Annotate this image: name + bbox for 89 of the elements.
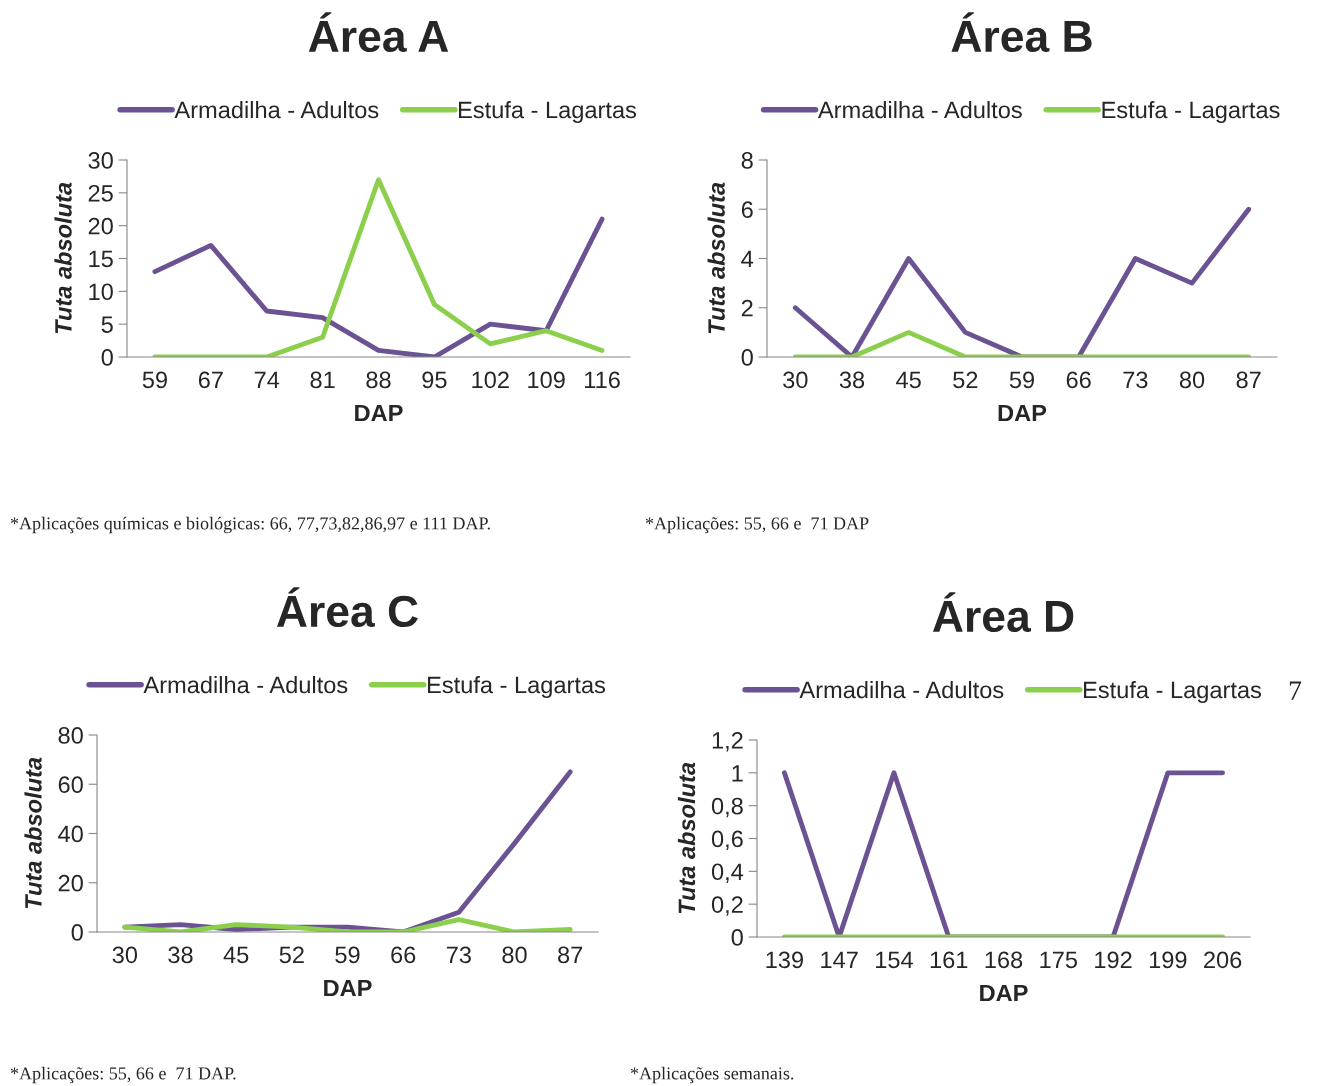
x-tick-label: 80	[502, 946, 527, 964]
chart-title: Área D	[932, 592, 1074, 633]
x-axis-title: DAP	[998, 404, 1047, 422]
legend-label: Estufa - Lagartas	[428, 676, 606, 698]
y-tick-label: 4	[741, 250, 754, 268]
y-tick-label: 8	[741, 152, 753, 169]
x-tick-label: 52	[953, 371, 978, 389]
y-tick-label: 20	[88, 217, 113, 235]
x-tick-label: 80	[1179, 371, 1205, 389]
line-series	[152, 177, 605, 357]
y-tick-label: 0	[71, 924, 83, 941]
x-tick-label: 88	[366, 371, 391, 389]
y-tick-label: 25	[88, 184, 113, 202]
x-tick-label: 45	[896, 371, 921, 389]
y-axis-title: Tuta absoluta	[707, 182, 725, 334]
x-tick-label: 66	[391, 946, 416, 964]
x-tick-label: 192	[1095, 951, 1132, 969]
x-tick-label: 59	[142, 371, 167, 389]
y-tick-label: 30	[88, 152, 113, 169]
x-tick-label: 30	[112, 946, 138, 964]
x-tick-label: 154	[876, 951, 913, 969]
chart-title: Área A	[308, 12, 449, 53]
x-tick-label: 73	[446, 946, 471, 964]
x-tick-label: 139	[766, 951, 803, 969]
legend-label: Estufa - Lagartas	[1084, 681, 1262, 703]
x-tick-label: 38	[168, 946, 193, 964]
y-tick-label: 60	[58, 776, 83, 794]
text: *Aplicações químicas e biológicas: 66, 77,73,82,86,97 e 111 DAP.	[10, 516, 490, 534]
y-tick-label: 1,2	[712, 732, 743, 752]
y-axis-title: Tuta absoluta	[24, 757, 42, 909]
x-tick-label: 109	[528, 371, 565, 389]
x-tick-label: 30	[783, 371, 808, 389]
x-tick-label: 52	[279, 946, 304, 964]
y-tick-label: 0	[731, 929, 743, 946]
y-tick-label: 40	[58, 825, 83, 843]
x-tick-label: 206	[1204, 951, 1242, 969]
legend-label: Armadilha - Adultos	[817, 100, 1022, 119]
x-tick-label: 66	[1066, 371, 1091, 389]
x-tick-label: 87	[1236, 371, 1261, 389]
y-tick-label: 0,2	[711, 896, 743, 916]
legend-label: Armadilha - Adultos	[174, 100, 379, 119]
legend-label: Armadilha - Adultos	[143, 675, 348, 694]
x-tick-label: 175	[1040, 951, 1077, 969]
y-tick-label: 0,4	[711, 863, 744, 883]
y-tick-label: 20	[58, 874, 83, 892]
x-tick-label: 161	[930, 951, 968, 969]
x-axis-title: DAP	[355, 404, 403, 422]
x-tick-label: 81	[310, 371, 335, 389]
x-tick-label: 74	[254, 371, 280, 388]
x-tick-label: 87	[558, 946, 583, 964]
y-tick-label: 15	[89, 250, 113, 268]
legend-label: Armadilha - Adultos	[799, 680, 1004, 699]
legend-label: Estufa - Lagartas	[459, 101, 637, 123]
line-series	[122, 917, 573, 932]
x-tick-label: 102	[472, 371, 509, 389]
x-tick-label: 116	[585, 371, 620, 389]
y-tick-label: 5	[101, 316, 113, 333]
x-tick-label: 199	[1149, 951, 1187, 969]
y-axis-title: Tuta absoluta	[54, 182, 72, 334]
y-tick-label: 0,8	[711, 797, 743, 818]
y-tick-label: 10	[89, 283, 113, 301]
x-tick-label: 95	[422, 371, 447, 389]
x-tick-label: 73	[1123, 371, 1148, 389]
y-tick-label: 0	[741, 349, 753, 366]
x-tick-label: 59	[335, 946, 360, 964]
line-series	[152, 216, 605, 357]
y-tick-label: 6	[741, 201, 753, 219]
x-tick-label: 67	[198, 371, 223, 389]
y-tick-label: 1	[732, 765, 743, 782]
chart-title: Área B	[951, 12, 1092, 53]
text: *Aplicações: 55, 66 e 71 DAP.	[10, 1066, 236, 1084]
x-tick-label: 38	[839, 371, 865, 389]
x-axis-title: DAP	[980, 984, 1028, 1002]
line-series	[792, 206, 1252, 357]
x-tick-label: 147	[821, 951, 858, 968]
y-tick-label: 80	[58, 727, 83, 744]
text: *Aplicações: 55, 66 e 71 DAP	[645, 516, 869, 534]
x-tick-label: 59	[1009, 371, 1035, 389]
legend-label: Estufa - Lagartas	[1102, 101, 1280, 123]
y-tick-label: 0,6	[711, 830, 743, 851]
y-tick-label: 2	[741, 299, 753, 317]
y-axis-title: Tuta absoluta	[677, 762, 696, 914]
x-tick-label: 168	[985, 951, 1023, 969]
text: *Aplicações semanais.	[630, 1066, 794, 1084]
text: 7	[1289, 681, 1302, 700]
y-tick-label: 0	[101, 349, 113, 366]
chart-title: Área C	[276, 587, 418, 628]
x-axis-title: DAP	[324, 979, 372, 997]
x-tick-label: 45	[223, 946, 249, 964]
